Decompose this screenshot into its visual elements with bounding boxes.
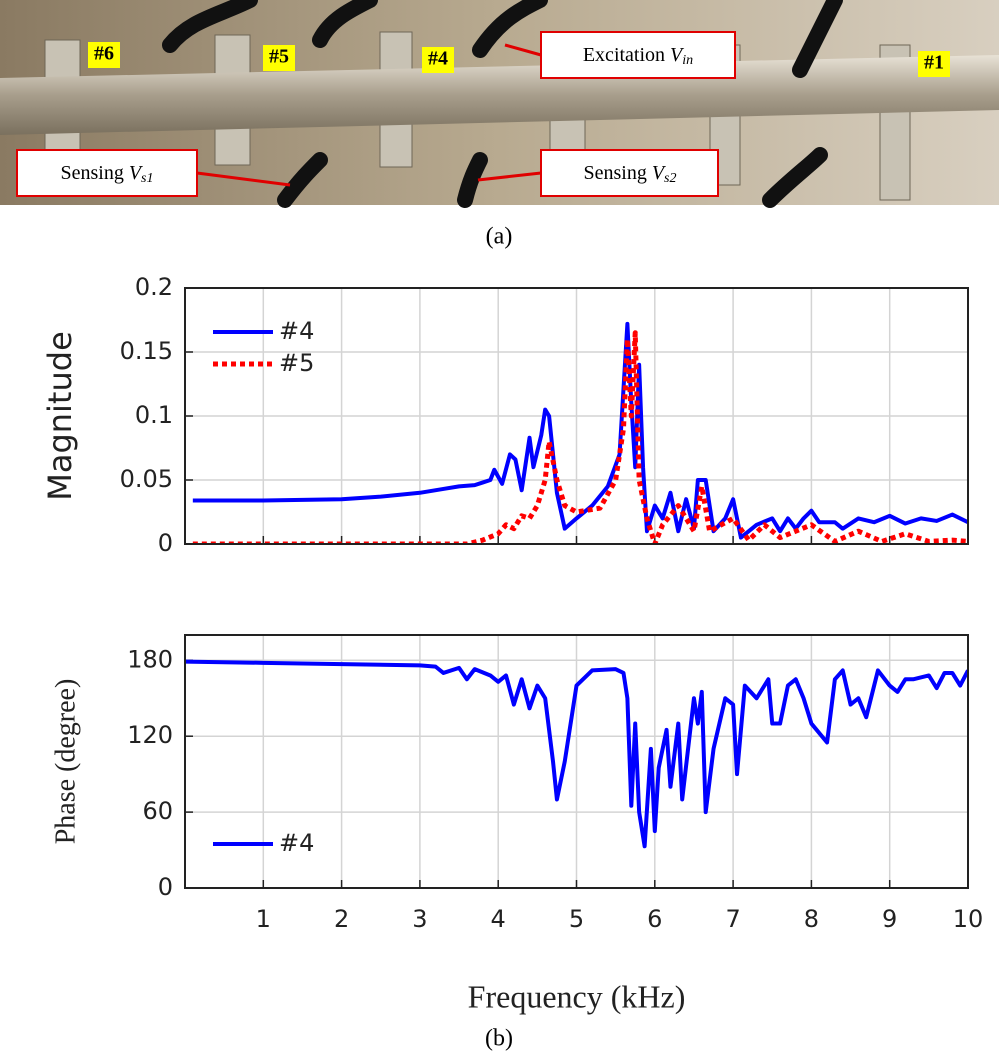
x-axis-label: Frequency (kHz) xyxy=(468,978,686,1014)
y-tick-label: 0.1 xyxy=(135,401,173,429)
callout-label: Sensing Vs2 xyxy=(583,162,676,187)
y-tick-label: 60 xyxy=(142,797,173,825)
y-axis-label: Phase (degree) xyxy=(50,679,81,845)
x-tick-label: 6 xyxy=(647,905,662,933)
data-line xyxy=(192,330,968,544)
legend-label: #4 xyxy=(279,317,314,345)
x-tick-label: 5 xyxy=(569,905,584,933)
legend-label: #5 xyxy=(279,349,314,377)
y-tick-label: 0.05 xyxy=(120,465,173,493)
electrode-label: #6 xyxy=(94,43,114,65)
x-tick-label: 9 xyxy=(882,905,897,933)
data-line xyxy=(185,659,968,849)
y-tick-label: 120 xyxy=(127,721,173,749)
electrode-label: #5 xyxy=(269,46,289,68)
electrode-label: #4 xyxy=(428,48,448,70)
x-tick-label: 7 xyxy=(725,905,740,933)
y-tick-label: 0 xyxy=(158,529,173,557)
x-tick-label: 4 xyxy=(491,905,506,933)
callout-boxes xyxy=(16,31,736,197)
x-tick-label: 8 xyxy=(804,905,819,933)
electrode-label: #1 xyxy=(924,52,944,74)
electrode-highlights xyxy=(88,42,950,77)
x-tick-label: 1 xyxy=(256,905,271,933)
cables xyxy=(162,0,843,208)
rod xyxy=(0,55,999,135)
y-tick-label: 0.15 xyxy=(120,337,173,365)
x-tick-label: 2 xyxy=(334,905,349,933)
y-tick-label: 0 xyxy=(158,873,173,901)
legend-label: #4 xyxy=(279,829,314,857)
caption: (a) xyxy=(486,224,513,250)
y-axis-label: Magnitude xyxy=(41,331,79,501)
caption: (b) xyxy=(485,1026,513,1052)
callout-arrows xyxy=(196,43,542,187)
plot-frame xyxy=(184,287,969,545)
plot-frame xyxy=(184,634,969,889)
y-tick-label: 0.2 xyxy=(135,273,173,301)
callout-label: Sensing Vs1 xyxy=(60,162,153,187)
callout-label: Excitation Vin xyxy=(583,44,693,69)
photo: #6 #5 #4 #1 Excitation Vin Sensing Vs1 S… xyxy=(0,0,999,208)
x-tick-label: 3 xyxy=(412,905,427,933)
y-tick-label: 180 xyxy=(127,645,173,673)
x-tick-label: 10 xyxy=(953,905,984,933)
